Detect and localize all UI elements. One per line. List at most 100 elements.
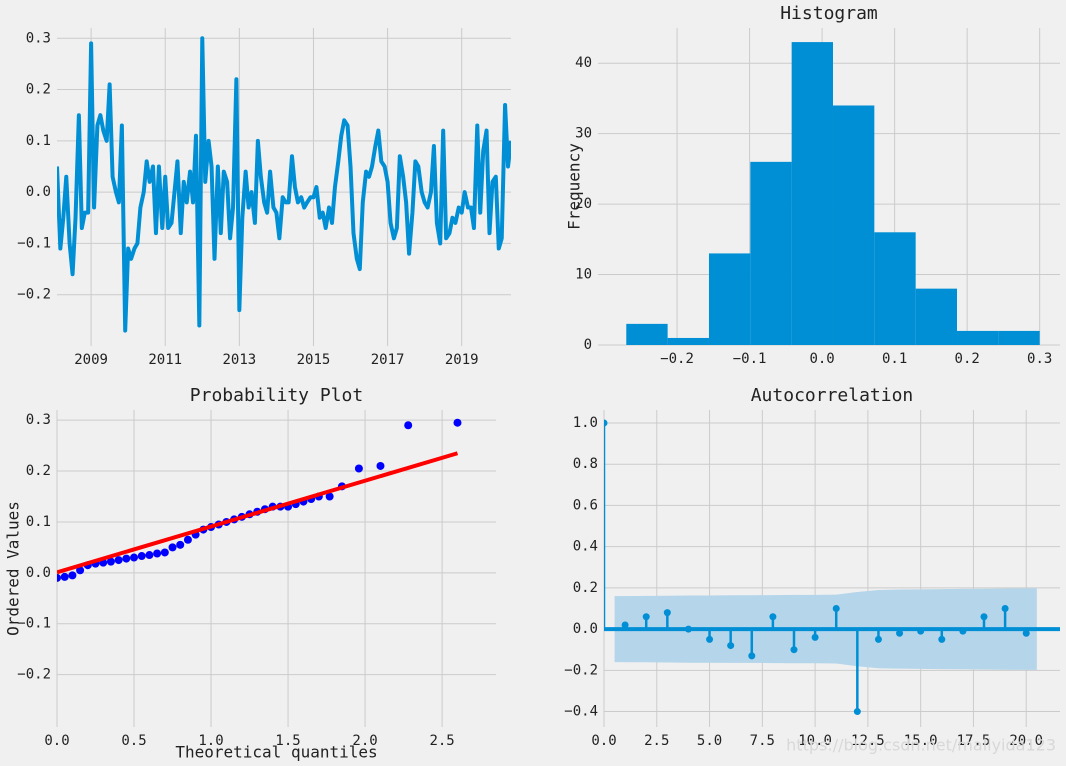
y-tick-label: −0.4 [564, 704, 598, 720]
stem-marker [604, 419, 608, 427]
stem-marker [790, 646, 798, 654]
point [145, 551, 154, 560]
stem-marker [1001, 604, 1009, 612]
point [325, 492, 334, 501]
point [137, 552, 146, 561]
x-tick-label: 2019 [445, 352, 479, 368]
stem-marker [663, 609, 671, 617]
chart-title: Histogram [780, 3, 878, 24]
x-tick-label: 2.5 [429, 733, 454, 749]
panel: 0.0 0.5 1.0 1.5 2.0 2.5 −0.2 −0.1 0.0 0.1 0.2 0.3 Pr… [4, 385, 496, 762]
stem-marker [727, 642, 735, 650]
point [404, 421, 413, 430]
y-tick-label: 0.0 [26, 565, 51, 581]
x-tick-label: 20.0 [1009, 733, 1043, 749]
y-tick-label: 0 [584, 337, 592, 353]
watermark: https://blog.csdn.net/mallyida123 [786, 736, 1056, 755]
point [57, 573, 61, 582]
point [168, 543, 177, 552]
x-tick-label: −0.2 [660, 351, 694, 367]
plot-area [604, 419, 1060, 716]
bar [667, 337, 709, 345]
chart-title: Probability Plot [190, 385, 363, 406]
plot-area [57, 418, 462, 582]
bar [791, 42, 833, 345]
x-tick-label: 17.5 [957, 733, 991, 749]
y-tick-label: 0.2 [26, 82, 51, 98]
y-tick-label: 0.0 [26, 184, 51, 200]
point [354, 464, 363, 473]
y-tick-label: 0.2 [573, 580, 598, 596]
bar [998, 330, 1040, 345]
x-tick-label: 2011 [148, 352, 182, 368]
point [376, 461, 385, 470]
y-tick-label: 0.1 [26, 133, 51, 149]
x-tick-label: 2013 [222, 352, 256, 368]
y-tick-label: −0.1 [17, 235, 51, 251]
x-tick-label: 0.0 [591, 733, 616, 749]
bar [874, 232, 916, 345]
y-tick-label: 10 [575, 267, 592, 283]
bar [750, 161, 792, 345]
bar [832, 105, 875, 345]
y-axis-label: Frequency [565, 143, 584, 230]
point [160, 548, 169, 557]
x-tick-label: 1.5 [275, 733, 300, 749]
stem-marker [706, 635, 714, 643]
stem-marker [769, 613, 777, 621]
x-tick-label: −0.1 [733, 351, 767, 367]
x-axis-label: Theoretical quantiles [175, 743, 377, 762]
y-tick-label: 40 [575, 55, 592, 71]
point [114, 556, 123, 565]
bar [957, 330, 999, 345]
plot-area [57, 36, 511, 333]
y-tick-label: 0.3 [26, 30, 51, 46]
panel: 2009 2011 2013 2015 2017 2019 −0.2 −0.1 0.0 0.1 0.… [17, 28, 511, 368]
line [57, 36, 511, 333]
point [122, 554, 131, 563]
y-tick-label: 0.1 [26, 514, 51, 530]
y-tick-label: −0.2 [17, 667, 51, 683]
point [130, 553, 139, 562]
y-tick-label: 0.0 [573, 621, 598, 637]
fit-line [57, 451, 459, 575]
stem-marker [917, 627, 925, 635]
bar [626, 323, 668, 345]
stem-marker [980, 613, 988, 621]
x-tick-label: 10.0 [798, 733, 832, 749]
plot-area [626, 42, 1040, 345]
y-axis-label: Ordered Values [4, 501, 23, 636]
y-tick-label: 30 [575, 126, 592, 142]
x-tick-label: 2015 [297, 352, 331, 368]
stem-marker [684, 625, 692, 633]
x-tick-label: 0.1 [882, 351, 907, 367]
y-tick-label: 0.6 [573, 497, 598, 513]
x-tick-label: 2.0 [352, 733, 377, 749]
x-tick-label: 2009 [74, 352, 108, 368]
bar [915, 288, 958, 345]
point [183, 535, 192, 544]
stem-marker [853, 708, 861, 716]
point [453, 418, 462, 427]
x-tick-label: 1.0 [198, 733, 223, 749]
point [176, 540, 185, 549]
stem-marker [896, 629, 904, 637]
y-tick-label: 0.2 [26, 463, 51, 479]
stem-marker [748, 652, 756, 660]
y-tick-label: 20 [575, 196, 592, 212]
point [76, 566, 85, 575]
stem-marker [874, 635, 882, 643]
y-tick-label: 1.0 [573, 415, 598, 431]
point [60, 572, 69, 581]
x-tick-label: 2017 [371, 352, 405, 368]
panel: −0.2 −0.1 0.0 0.1 0.2 0.3 0 10 20 30 40 Histogram Fr… [565, 3, 1060, 367]
stem-marker [832, 604, 840, 612]
stem-marker [811, 633, 819, 641]
x-tick-label: 0.0 [44, 733, 69, 749]
stem-marker [642, 613, 650, 621]
x-tick-label: 7.5 [750, 733, 775, 749]
point [106, 557, 115, 566]
x-tick-label: 5.0 [697, 733, 722, 749]
stem-marker [1022, 629, 1030, 637]
